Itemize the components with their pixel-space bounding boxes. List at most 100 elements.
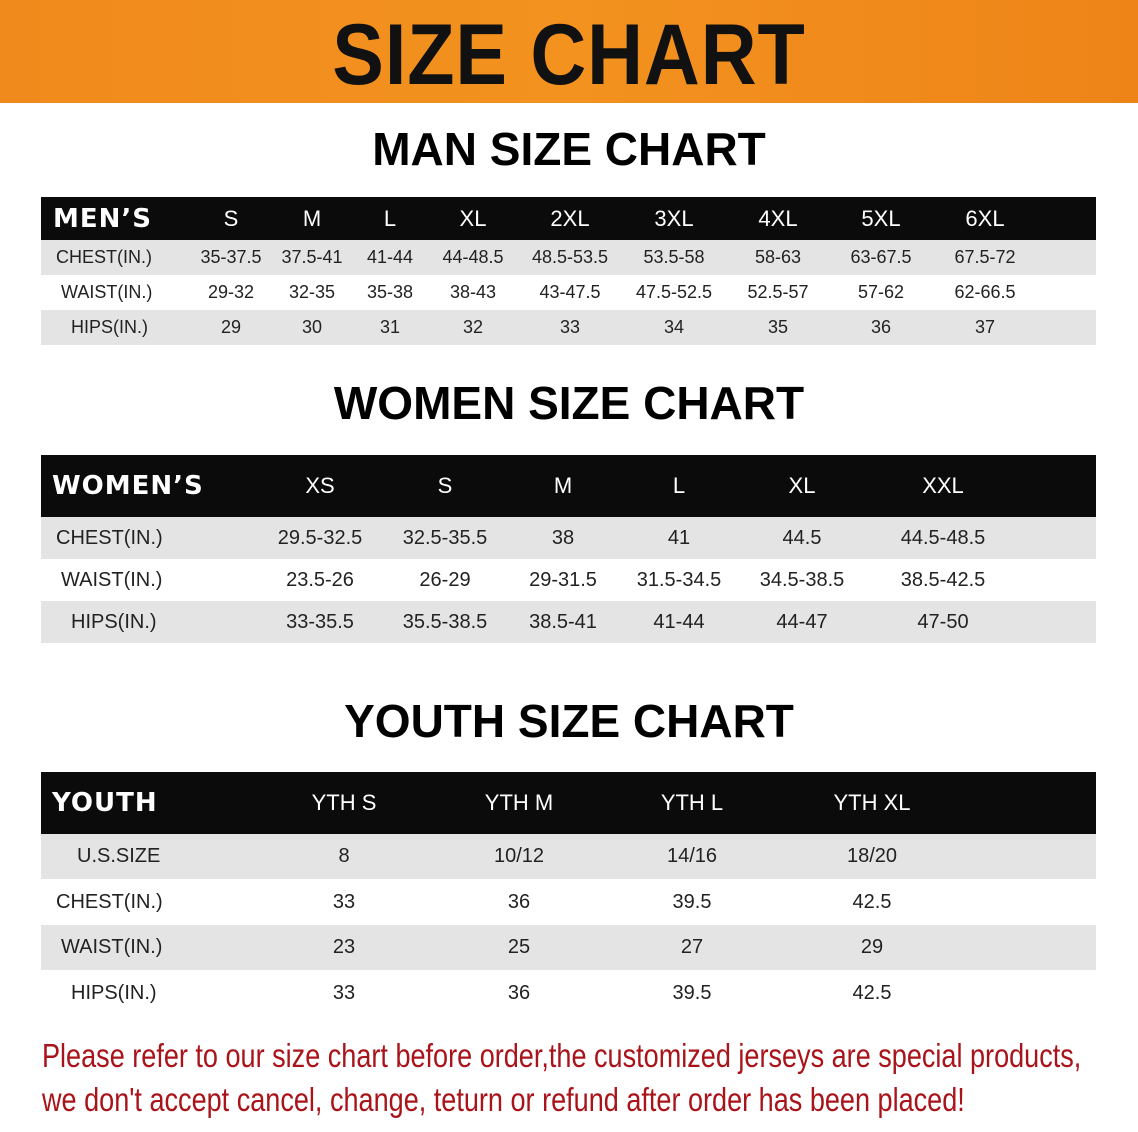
table-cell: 38.5-41 [529,610,597,633]
table-cell: 42.5 [852,890,892,913]
youth-size-table: YOUTH YTH S YTH M YTH L YTH XL U.S.SIZE 8 10/12… [41,772,1096,1016]
size-header-cell: 6XL [965,205,1005,231]
size-header-cell: S [223,205,239,231]
table-cell: 47-50 [917,610,969,633]
women-size-table: WOMEN’S XS S M L XL XXL CHEST(IN.) 29.5-32.5 32.5… [41,455,1096,643]
table-cell: 25 [507,936,531,958]
table-title-cell: WOMEN’S [52,471,204,501]
table-cell: 44.5-48.5 [900,526,986,549]
measurement-label: U.S.SIZE [77,845,161,867]
size-header-cell: L [383,205,397,231]
size-header-cell: XL [788,473,816,498]
table-row: HIPS(IN.) 29 30 31 32 33 34 35 36 37 [41,310,1096,345]
table-cell: 48.5-53.5 [531,247,609,267]
men-size-table: MEN’S S M L XL 2XL 3XL 4XL 5XL 6XL CHEST(IN.) 35-37… [41,197,1096,345]
table-cell: 29-31.5 [529,568,597,591]
women-header-row: WOMEN’S XS S M L XL XXL [41,455,1096,517]
table-cell: 35-38 [366,282,414,302]
banner-title: SIZE CHART [332,7,806,103]
table-cell: 43-47.5 [539,282,601,302]
table-cell: 33-35.5 [286,610,354,633]
table-cell: 29 [860,936,884,958]
table-row: WAIST(IN.) 29-32 32-35 35-38 38-43 43-47.5 47.… [41,275,1096,310]
table-cell: 38 [551,526,575,549]
measurement-label: WAIST(IN.) [61,282,153,302]
table-cell: 36 [507,981,531,1004]
men-section-title: MAN SIZE CHART [372,123,766,175]
size-header-cell: YTH M [484,790,554,815]
measurement-label: WAIST(IN.) [61,936,163,958]
measurement-label: CHEST(IN.) [56,526,163,549]
table-cell: 29.5-32.5 [277,526,363,549]
size-header-cell: L [672,473,686,498]
table-cell: 47.5-52.5 [635,282,713,302]
table-cell: 27 [680,936,704,958]
table-cell: 34 [663,317,685,337]
table-cell: 8 [338,845,350,867]
table-cell: 18/20 [846,845,898,867]
table-cell: 31.5-34.5 [636,568,722,591]
table-cell: 35-37.5 [200,247,262,267]
size-header-cell: YTH L [660,790,724,815]
table-cell: 10/12 [493,845,545,867]
table-title-cell: YOUTH [52,788,158,818]
table-cell: 32.5-35.5 [402,526,488,549]
table-row: U.S.SIZE 8 10/12 14/16 18/20 [41,834,1096,879]
size-header-cell: 2XL [550,205,590,231]
table-row: CHEST(IN.) 35-37.5 37.5-41 41-44 44-48.5 48.5… [41,240,1096,275]
table-cell: 41 [667,526,691,549]
table-cell: 41-44 [366,247,414,267]
table-cell: 35 [767,317,789,337]
measurement-label: WAIST(IN.) [61,568,163,591]
table-row: CHEST(IN.) 33 36 39.5 42.5 [41,879,1096,925]
measurement-label: CHEST(IN.) [56,247,152,267]
size-header-cell: S [437,473,453,498]
table-cell: 29-32 [207,282,255,302]
table-cell: 38.5-42.5 [900,568,986,591]
youth-section-title: YOUTH SIZE CHART [344,695,794,747]
size-header-cell: 4XL [758,205,798,231]
measurement-label: HIPS(IN.) [71,317,149,337]
table-cell: 52.5-57 [747,282,809,302]
table-cell: 33 [332,981,356,1004]
men-header-row: MEN’S S M L XL 2XL 3XL 4XL 5XL 6XL [41,197,1096,240]
table-cell: 57-62 [857,282,905,302]
size-header-cell: 5XL [861,205,901,231]
notice-line-2: we don't accept cancel, change, teturn o… [42,1081,965,1118]
size-header-cell: M [553,473,573,498]
table-cell: 53.5-58 [643,247,705,267]
size-header-cell: 3XL [654,205,694,231]
notice-line-1: Please refer to our size chart before or… [42,1037,1082,1074]
table-cell: 39.5 [672,981,712,1004]
table-cell: 26-29 [419,568,471,591]
measurement-label: HIPS(IN.) [71,610,157,633]
table-cell: 33 [332,890,356,913]
table-cell: 32-35 [288,282,336,302]
measurement-label: HIPS(IN.) [71,981,157,1004]
table-row: WAIST(IN.) 23 25 27 29 [41,925,1096,970]
table-cell: 23.5-26 [286,568,354,591]
table-row: HIPS(IN.) 33 36 39.5 42.5 [41,970,1096,1016]
table-cell: 14/16 [666,845,718,867]
table-cell: 44.5 [782,526,822,549]
size-header-cell: XL [459,205,487,231]
table-cell: 41-44 [653,610,705,633]
table-cell: 37.5-41 [281,247,343,267]
size-header-cell: M [302,205,322,231]
table-cell: 35.5-38.5 [402,610,488,633]
table-cell: 39.5 [672,890,712,913]
table-cell: 37 [974,317,996,337]
size-chart-banner: SIZE CHART [0,0,1138,103]
table-cell: 32 [462,317,484,337]
table-row: HIPS(IN.) 33-35.5 35.5-38.5 38.5-41 41-44 44-… [41,601,1096,643]
table-row: CHEST(IN.) 29.5-32.5 32.5-35.5 38 41 44.5 44.5… [41,517,1096,559]
size-header-cell: YTH XL [833,790,911,815]
table-title-cell: MEN’S [53,203,152,234]
table-cell: 36 [870,317,892,337]
table-cell: 44-47 [776,610,828,633]
measurement-label: CHEST(IN.) [56,890,163,913]
table-cell: 38-43 [449,282,497,302]
size-header-cell: XXL [922,473,964,498]
table-cell: 29 [220,317,242,337]
table-cell: 58-63 [754,247,802,267]
